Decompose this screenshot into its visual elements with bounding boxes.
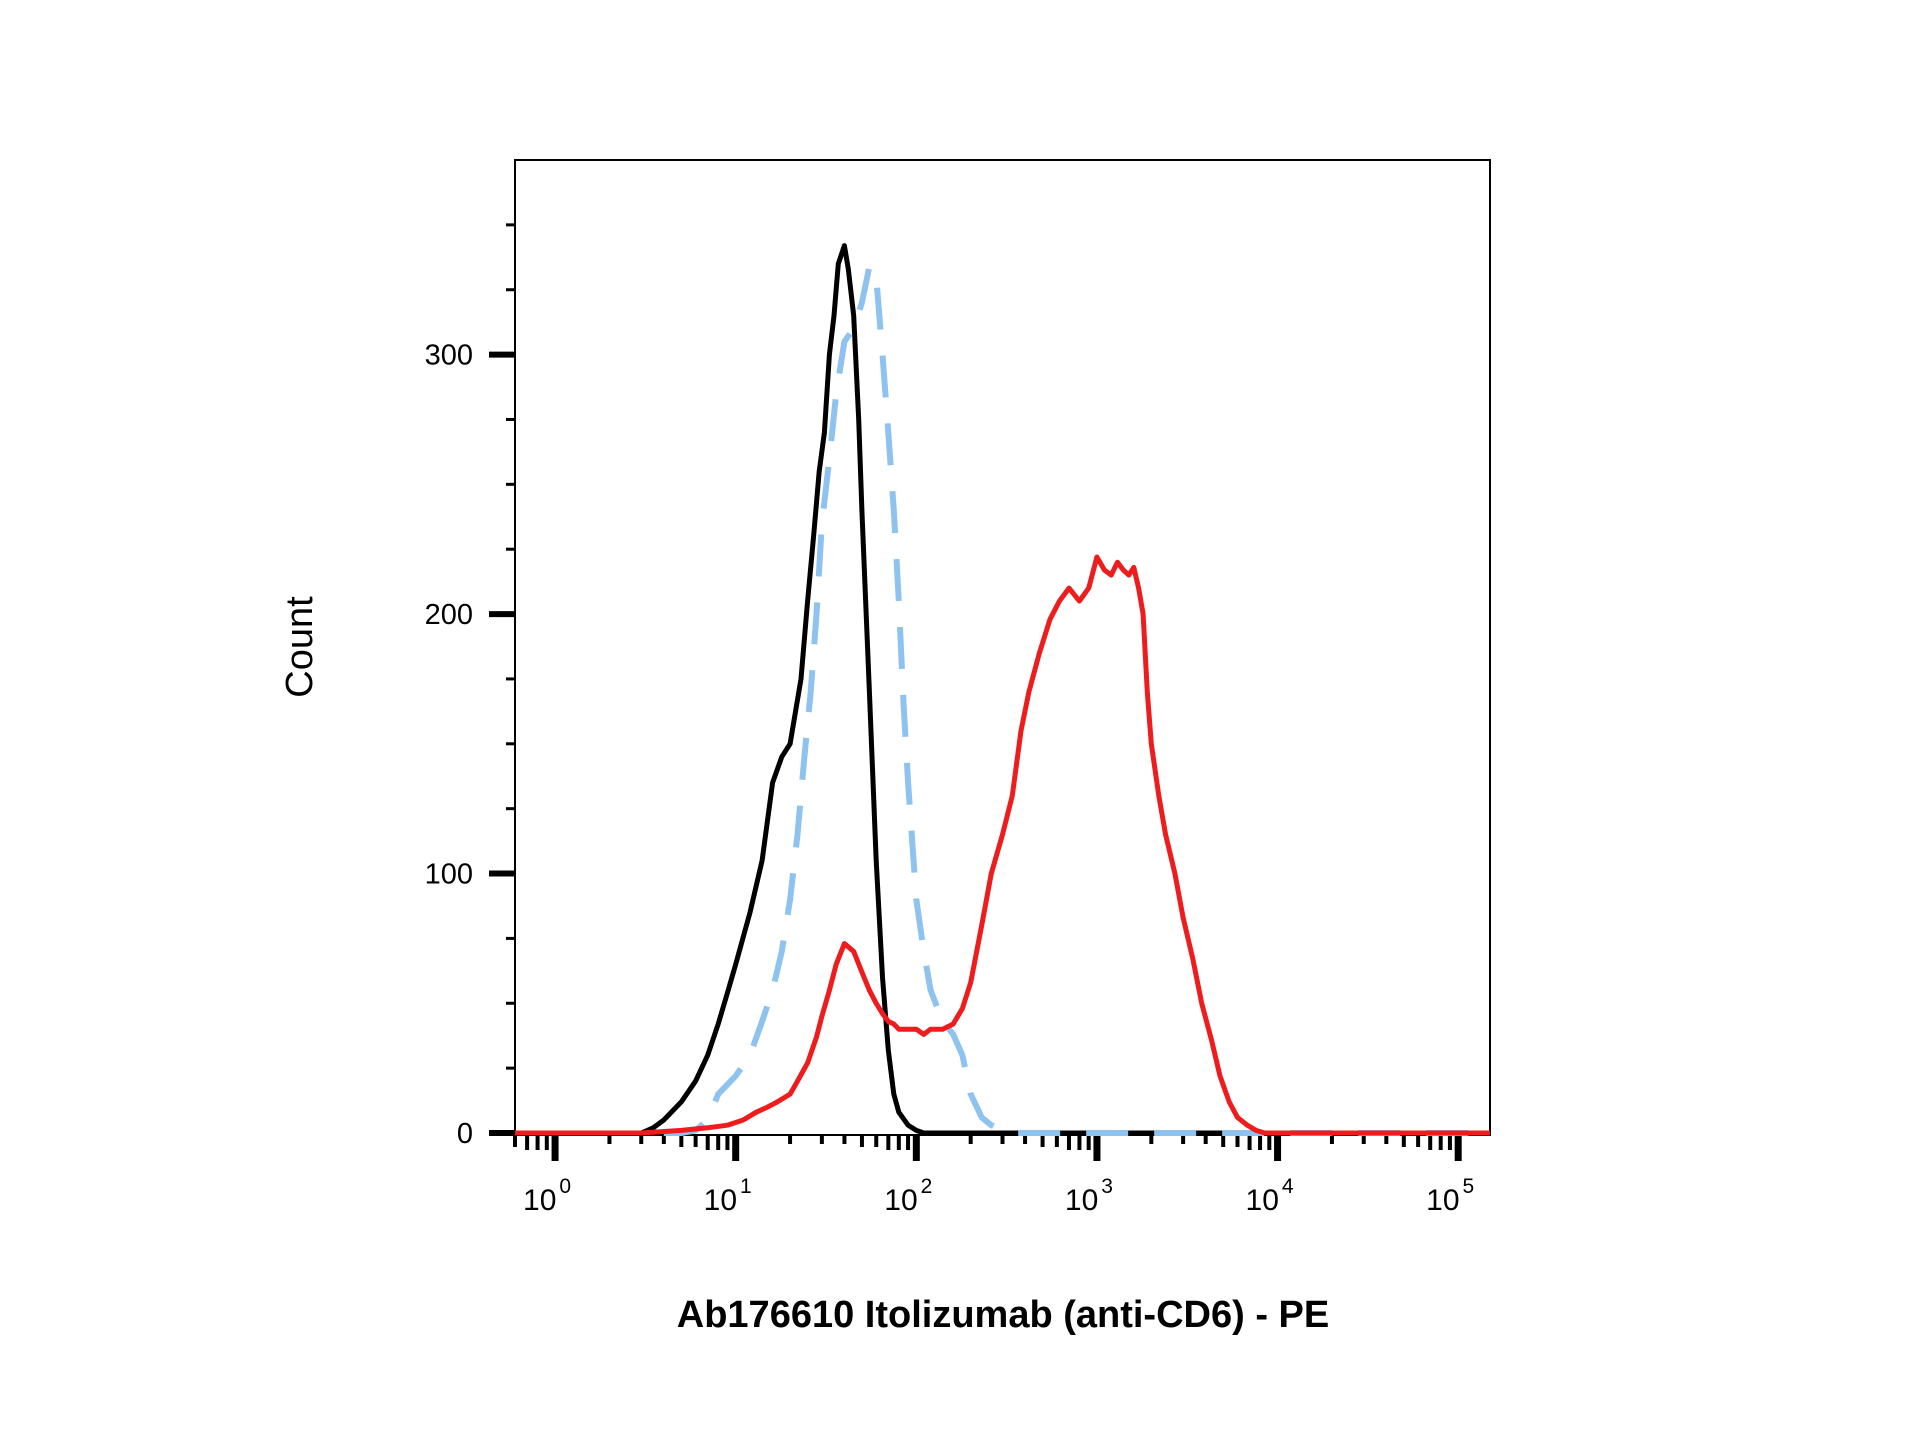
x-tick-base: 10 (884, 1184, 917, 1217)
x-tick-exponent: 0 (559, 1175, 571, 1198)
plot-frame (514, 159, 1491, 1136)
x-tick-base: 10 (1065, 1184, 1098, 1217)
y-tick-label: 0 (457, 1118, 473, 1150)
x-axis-title: Ab176610 Itolizumab (anti-CD6) - PE (677, 1294, 1329, 1336)
x-tick-label: 10 1 (704, 1175, 752, 1217)
x-tick-exponent: 2 (921, 1175, 933, 1198)
x-tick-exponent: 5 (1463, 1175, 1475, 1198)
x-tick-base: 10 (1426, 1184, 1459, 1217)
x-tick-label: 10 0 (523, 1175, 571, 1217)
y-tick-label: 200 (425, 599, 473, 631)
x-tick-label: 10 4 (1246, 1175, 1294, 1217)
x-tick-base: 10 (523, 1184, 556, 1217)
x-tick-label: 10 2 (884, 1175, 932, 1217)
y-axis-title: Count (279, 596, 321, 698)
x-tick-base: 10 (704, 1184, 737, 1217)
x-axis-ticks: 10 0 10 1 10 2 10 3 10 4 10 5 (513, 1135, 1474, 1217)
y-tick-label: 300 (425, 340, 473, 372)
series-layer (515, 243, 1490, 1136)
y-tick-label: 100 (425, 859, 473, 891)
x-tick-label: 10 3 (1065, 1175, 1113, 1217)
x-tick-label: 10 5 (1426, 1175, 1474, 1217)
series-line-1 (640, 243, 1490, 1136)
x-tick-base: 10 (1246, 1184, 1279, 1217)
x-tick-exponent: 3 (1101, 1175, 1113, 1198)
x-tick-exponent: 4 (1282, 1175, 1294, 1198)
x-tick-exponent: 1 (740, 1175, 752, 1198)
series-line-3 (515, 554, 1490, 1136)
y-axis-ticks: 0 100 200 300 (425, 223, 515, 1150)
series-line-2 (663, 263, 1490, 1136)
